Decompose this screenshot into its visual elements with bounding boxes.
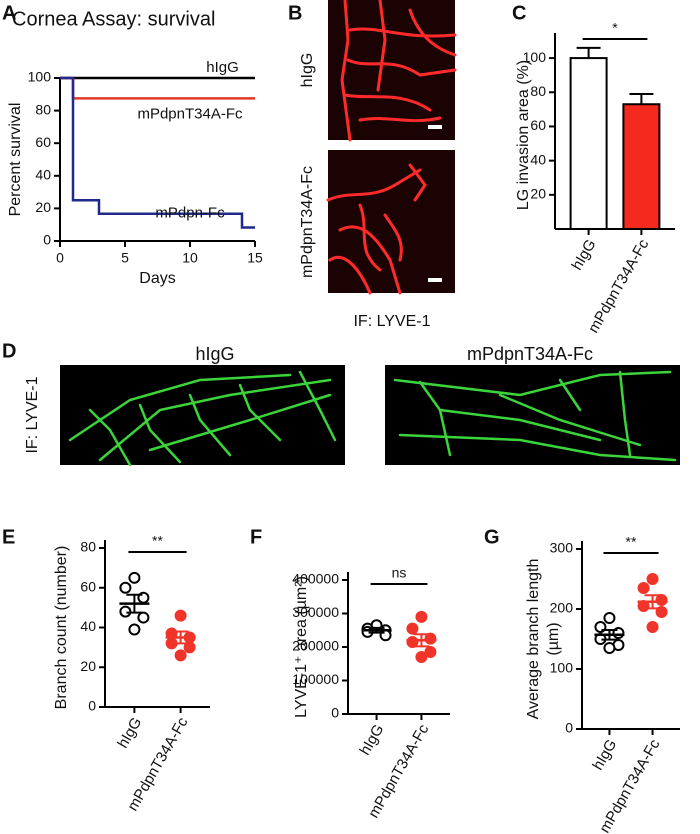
row-label: mPdpnT34A-Fc — [299, 166, 316, 278]
y-axis-label: Average branch length — [525, 559, 542, 720]
panel-letter: B — [288, 2, 302, 24]
panel-letter: D — [2, 340, 16, 362]
data-point — [603, 642, 616, 654]
data-point — [128, 623, 141, 636]
row-label: hIgG — [299, 53, 316, 88]
y-axis-label: LYVE-1⁺ area (µm²) — [293, 576, 310, 718]
y-tick-label: 100 — [28, 69, 52, 85]
x-tick-label: hIgG — [114, 714, 145, 751]
y-tick-label: 300000 — [292, 604, 339, 620]
y-tick-label: 300 — [550, 540, 574, 556]
panel-letter: G — [484, 526, 500, 548]
y-tick-label: 80 — [530, 83, 546, 99]
y-tick-label: 200 — [550, 600, 574, 616]
y-tick-label: 40 — [35, 167, 51, 183]
series-label: hIgG — [206, 59, 239, 76]
x-tick-label: hIgG — [589, 736, 620, 773]
y-tick-label: 60 — [80, 578, 96, 594]
significance-label: * — [612, 20, 618, 36]
data-point — [655, 594, 668, 606]
data-point — [119, 581, 132, 594]
significance-label: ** — [626, 534, 637, 550]
y-axis-label: Percent survival — [7, 103, 24, 217]
data-point — [424, 646, 437, 659]
y-tick-label: 20 — [35, 199, 51, 215]
data-point — [174, 609, 187, 622]
x-tick-label: 0 — [56, 250, 64, 266]
y-tick-label: 0 — [331, 705, 339, 721]
chart-title: Cornea Assay: survival — [12, 8, 215, 30]
panel-letter: C — [512, 2, 526, 24]
y-tick-label: 60 — [35, 134, 51, 150]
significance-label: ** — [152, 533, 163, 549]
y-tick-label: 0 — [88, 698, 96, 714]
x-tick-label: 5 — [121, 250, 129, 266]
y-tick-label: 100 — [550, 660, 574, 676]
y-tick-label: 20 — [530, 186, 546, 202]
y-tick-label: 0 — [565, 720, 573, 736]
x-tick-label: 10 — [182, 250, 198, 266]
x-tick-label: 15 — [247, 250, 263, 266]
significance-label: ns — [392, 565, 407, 581]
series-label: mPdpn-Fc — [155, 204, 225, 221]
x-tick-label: hIgG — [356, 721, 387, 758]
y-tick-label: 100000 — [292, 671, 339, 687]
data-point — [183, 641, 196, 654]
data-point — [415, 610, 428, 623]
micrograph — [60, 365, 680, 467]
micrograph — [326, 0, 457, 295]
column-label: hIgG — [195, 344, 234, 364]
y-tick-label: 400000 — [292, 571, 339, 587]
x-tick-label: hIgG — [569, 236, 600, 273]
y-tick-label: 200000 — [292, 638, 339, 654]
survival-line — [60, 76, 255, 100]
y-tick-label: 40 — [80, 618, 96, 634]
data-point — [637, 582, 650, 594]
y-tick-label: 40 — [530, 151, 546, 167]
y-tick-label: 60 — [530, 117, 546, 133]
y-tick-label: 100 — [523, 49, 547, 65]
panel-letter: A — [2, 2, 16, 24]
data-point — [406, 622, 419, 635]
column-label: mPdpnT34A-Fc — [467, 344, 593, 364]
data-point — [128, 571, 141, 584]
data-point — [655, 606, 668, 618]
panel-letter: F — [250, 526, 262, 548]
bar — [569, 57, 608, 230]
side-label: IF: LYVE-1 — [24, 376, 41, 453]
y-tick-label: 80 — [35, 101, 51, 117]
data-point — [415, 651, 428, 664]
y-tick-label: 80 — [80, 539, 96, 555]
series-label: mPdpnT34A-Fc — [137, 105, 243, 122]
data-point — [603, 612, 616, 624]
y-tick-label: 0 — [43, 232, 51, 248]
bar — [622, 103, 661, 230]
x-axis-label: Days — [139, 270, 175, 287]
y-tick-label: 20 — [80, 658, 96, 674]
data-point — [646, 621, 659, 633]
y-axis-label: Branch count (number) — [53, 546, 70, 710]
caption: IF: LYVE-1 — [353, 313, 430, 330]
data-point — [174, 649, 187, 662]
data-point — [137, 611, 150, 624]
y-axis-label: (µm) — [545, 622, 562, 655]
data-point — [646, 573, 659, 585]
y-axis-label: LG invasion area (%) — [515, 60, 532, 210]
survival-line — [60, 76, 255, 229]
panel-letter: E — [2, 526, 15, 548]
